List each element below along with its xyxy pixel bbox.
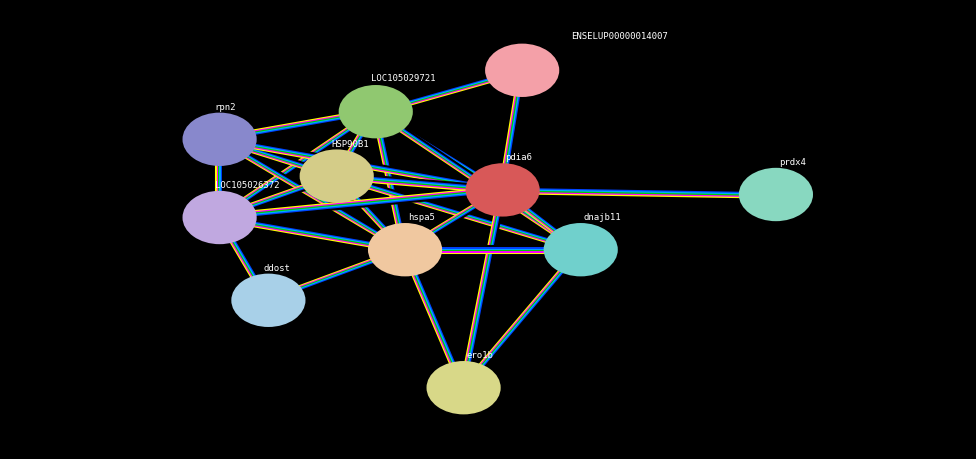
Text: LOC105029721: LOC105029721: [371, 73, 435, 83]
Ellipse shape: [466, 164, 540, 217]
Text: ero1b: ero1b: [467, 350, 494, 359]
Ellipse shape: [183, 191, 257, 245]
Ellipse shape: [368, 224, 442, 277]
Ellipse shape: [427, 361, 501, 414]
Ellipse shape: [739, 168, 813, 222]
Text: ddost: ddost: [264, 263, 291, 272]
Text: pdia6: pdia6: [506, 153, 533, 162]
Text: HSP90B1: HSP90B1: [332, 139, 370, 148]
Ellipse shape: [544, 224, 618, 277]
Text: dnajb11: dnajb11: [584, 213, 622, 222]
Text: ENSELUP00000014007: ENSELUP00000014007: [571, 32, 668, 41]
Text: rpn2: rpn2: [215, 102, 236, 112]
Ellipse shape: [485, 45, 559, 98]
Text: LOC105026372: LOC105026372: [215, 180, 279, 190]
Text: prdx4: prdx4: [779, 157, 806, 167]
Ellipse shape: [231, 274, 305, 327]
Ellipse shape: [300, 150, 374, 203]
Ellipse shape: [183, 113, 257, 167]
Ellipse shape: [339, 86, 413, 139]
Text: hspa5: hspa5: [408, 213, 435, 222]
